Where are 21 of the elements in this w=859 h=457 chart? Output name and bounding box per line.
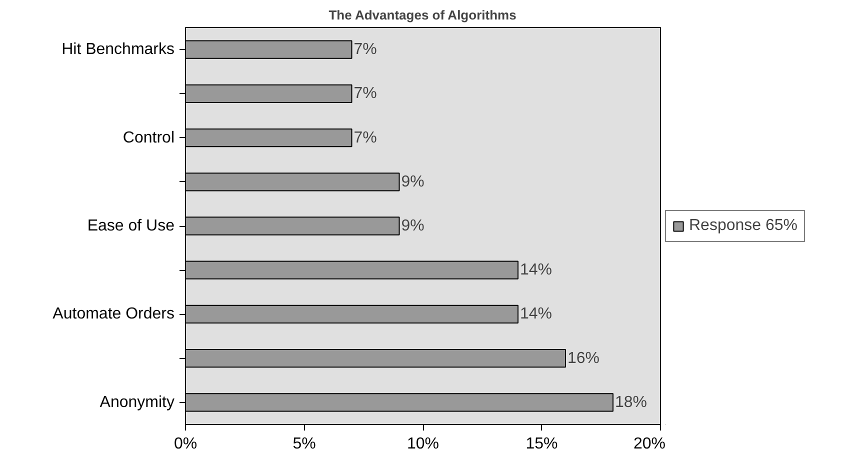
x-tick-label: 5% bbox=[292, 436, 316, 452]
data-label: 7% bbox=[354, 41, 377, 58]
data-label: 9% bbox=[401, 218, 424, 234]
y-tick-label: Anonymity bbox=[100, 394, 175, 411]
y-tick-label: Ease of Use bbox=[87, 218, 175, 234]
data-label: 14% bbox=[520, 262, 552, 279]
chart-title: The Advantages of Algorithms bbox=[328, 8, 516, 22]
data-label: 9% bbox=[401, 173, 424, 190]
x-tick-label: 10% bbox=[406, 436, 440, 452]
y-tick-label: Control bbox=[122, 129, 174, 146]
data-label: 14% bbox=[520, 306, 552, 323]
data-label: 7% bbox=[354, 129, 377, 146]
x-tick-label: 20% bbox=[633, 436, 666, 452]
data-label: 7% bbox=[354, 85, 377, 102]
data-label: 16% bbox=[568, 350, 600, 367]
legend-label: Response 65% bbox=[689, 216, 798, 234]
y-tick-label: Hit Benchmarks bbox=[62, 41, 174, 58]
x-tick-label: 15% bbox=[526, 436, 558, 452]
data-label: 18% bbox=[615, 394, 648, 411]
x-tick-label: 0% bbox=[174, 436, 198, 452]
y-tick-label: Automate Orders bbox=[52, 306, 174, 323]
